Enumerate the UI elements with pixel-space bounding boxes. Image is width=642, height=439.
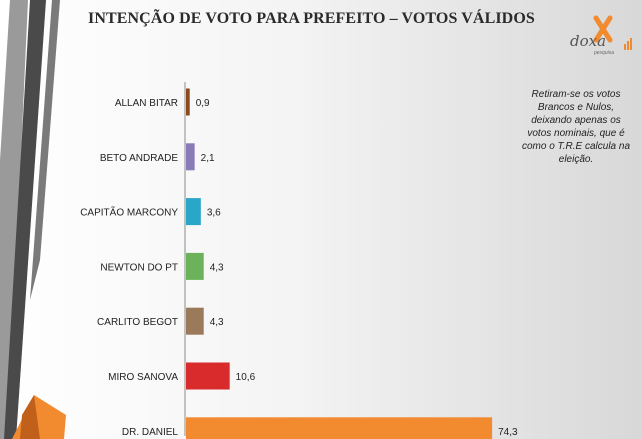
bar <box>186 362 230 390</box>
bar <box>186 88 190 116</box>
category-label: CARLITO BEGOT <box>97 317 178 328</box>
logo-subtitle: pesquisa <box>594 50 615 56</box>
category-label: BETO ANDRADE <box>100 153 178 164</box>
bar <box>186 417 493 439</box>
dark-stripe <box>4 0 46 439</box>
value-label: 4,3 <box>210 317 224 328</box>
category-label: NEWTON DO PT <box>100 262 178 273</box>
bar <box>186 198 201 226</box>
value-label: 2,1 <box>201 153 215 164</box>
methodology-note: Retiram-se os votos Brancos e Nulos, dei… <box>521 89 631 165</box>
category-label: CAPITÃO MARCONY <box>80 206 178 219</box>
value-label: 74,3 <box>498 427 518 438</box>
thin-stripe <box>30 0 60 300</box>
grey-stripe <box>0 0 28 439</box>
logo-name: doxa <box>570 32 607 50</box>
bar <box>186 307 204 335</box>
bar <box>186 252 204 280</box>
doxa-logo: doxa pesquisa <box>566 14 636 62</box>
bar <box>186 143 195 171</box>
value-label: 10,6 <box>236 372 256 383</box>
category-label: MIRO SANOVA <box>108 372 178 383</box>
orange-accent-shade <box>20 395 40 439</box>
page-title: INTENÇÃO DE VOTO PARA PREFEITO – VOTOS V… <box>88 10 535 27</box>
logo-mark-icon <box>593 15 632 50</box>
value-label: 0,9 <box>196 98 210 109</box>
category-label: DR. DANIEL <box>122 427 179 438</box>
category-label: ALLAN BITAR <box>115 98 178 109</box>
value-label: 4,3 <box>210 262 224 273</box>
value-label: 3,6 <box>207 208 221 219</box>
